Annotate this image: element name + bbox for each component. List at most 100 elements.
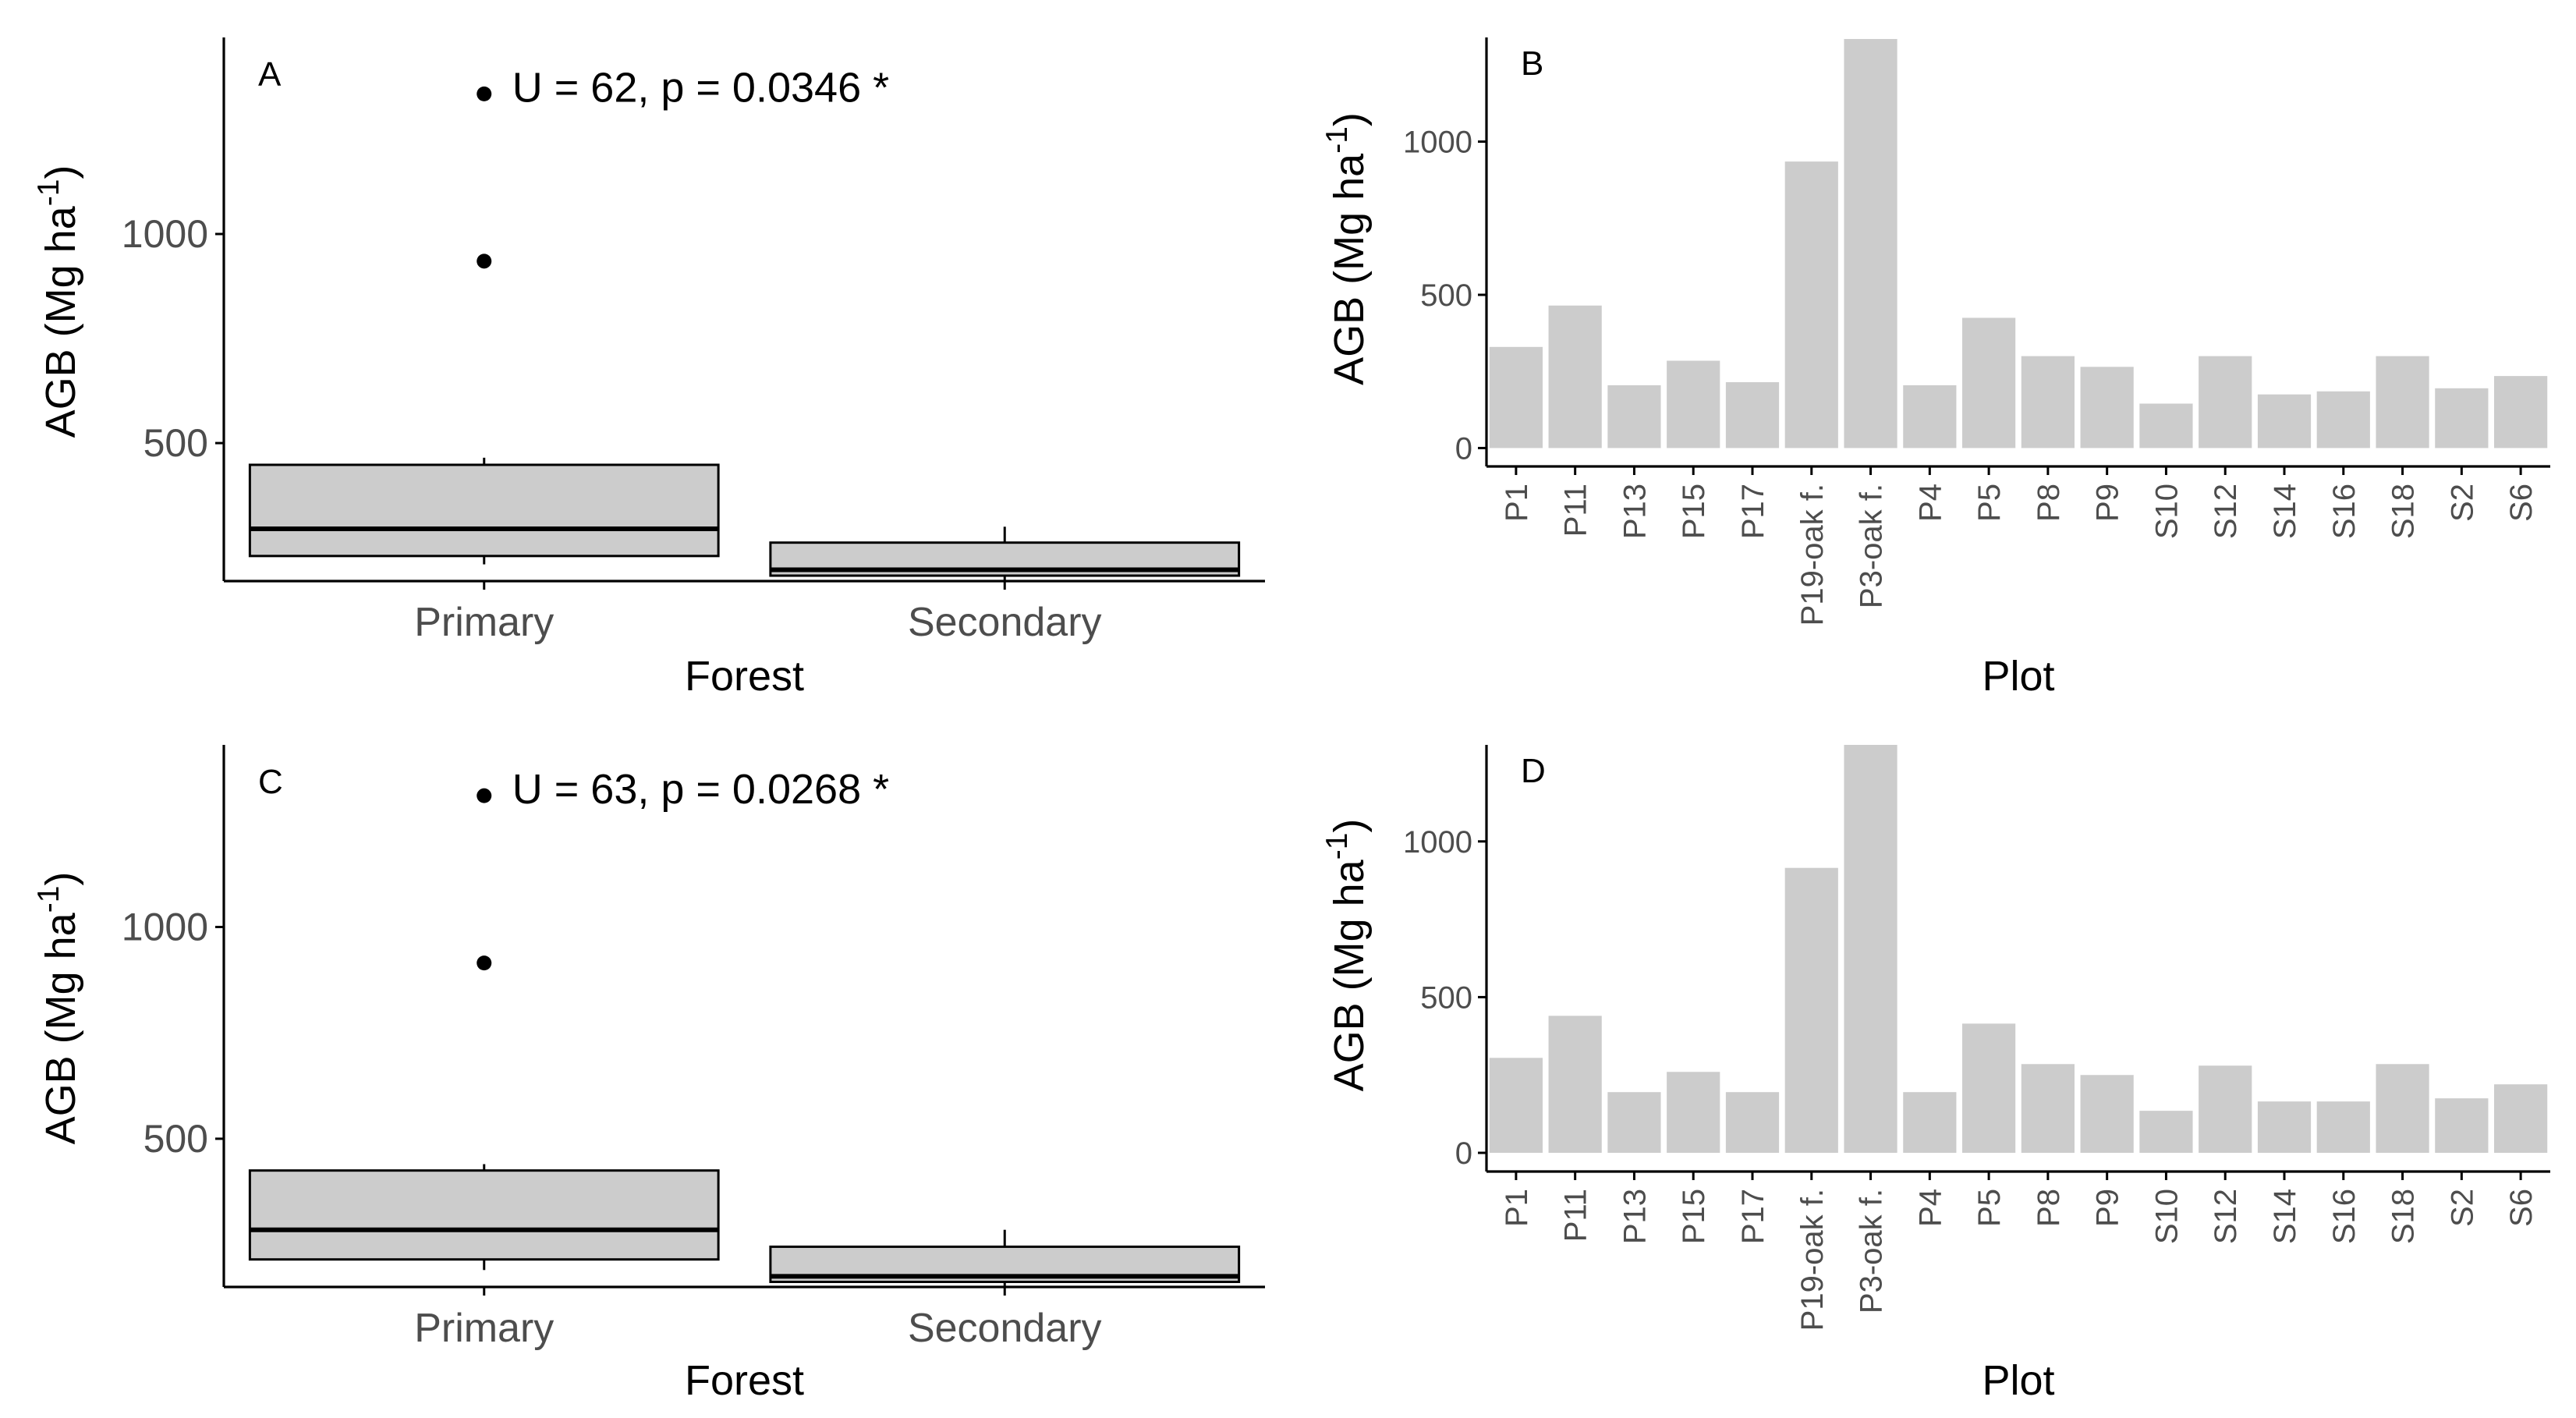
x-tick-label: P19-oak f. bbox=[1795, 1189, 1830, 1331]
bar-p19-oak-f bbox=[1784, 867, 1838, 1154]
x-tick-label: P3-oak f. bbox=[1855, 1189, 1889, 1313]
bar-s6 bbox=[2494, 1084, 2548, 1154]
x-tick-label: P11 bbox=[1559, 1189, 1593, 1242]
bar-p4 bbox=[1903, 385, 1957, 448]
bar-p9 bbox=[2080, 1075, 2134, 1154]
x-tick-label: S18 bbox=[2386, 484, 2421, 539]
bar-s10 bbox=[2139, 403, 2193, 448]
y-tick-label: 500 bbox=[1420, 980, 1472, 1015]
bar-p5 bbox=[1962, 317, 2016, 448]
x-axis-title: Forest bbox=[685, 653, 804, 700]
y-tick-label: 500 bbox=[1420, 278, 1472, 313]
x-axis-title: Forest bbox=[685, 1357, 804, 1404]
x-tick-label: P15 bbox=[1677, 484, 1711, 539]
x-axis-title: Plot bbox=[1982, 653, 2054, 700]
y-tick-label: 500 bbox=[144, 1117, 208, 1161]
bar-s10 bbox=[2139, 1111, 2193, 1154]
iqr-box bbox=[248, 463, 720, 558]
panel-c: 500 1000 Primary Secondary Forest AGB (Mg ha-… bbox=[32, 745, 1265, 1404]
box-primary bbox=[248, 788, 720, 1271]
bar-s12 bbox=[2199, 1065, 2252, 1154]
y-tick-label: 0 bbox=[1455, 431, 1472, 466]
x-tick-label: S12 bbox=[2209, 484, 2243, 539]
x-tick-label: P9 bbox=[2091, 484, 2125, 522]
bar-s18 bbox=[2376, 356, 2429, 448]
panel-tag: D bbox=[1521, 752, 1546, 790]
x-tick-label: P4 bbox=[1913, 1189, 1947, 1227]
bar-s16 bbox=[2316, 391, 2370, 448]
bar-p17 bbox=[1725, 381, 1780, 448]
bar-s12 bbox=[2199, 356, 2252, 448]
x-tick-label: S10 bbox=[2149, 1189, 2184, 1244]
x-tick-label: P19-oak f. bbox=[1795, 484, 1830, 626]
bar-p17 bbox=[1725, 1092, 1780, 1154]
x-tick-label: S14 bbox=[2268, 1189, 2302, 1244]
panel-tag: A bbox=[258, 55, 282, 94]
x-tick-label: S14 bbox=[2268, 484, 2302, 539]
x-tick-label: P5 bbox=[1972, 1189, 2007, 1227]
x-tick-label: S10 bbox=[2149, 484, 2184, 539]
bar-p19-oak-f bbox=[1784, 161, 1838, 448]
iqr-box bbox=[248, 1169, 720, 1261]
box-secondary bbox=[769, 526, 1241, 580]
bar-p5 bbox=[1962, 1023, 2016, 1154]
outlier-point bbox=[477, 955, 492, 971]
bar-p11 bbox=[1548, 305, 1602, 448]
x-tick-label: S6 bbox=[2504, 1189, 2539, 1227]
bar-p8 bbox=[2021, 356, 2075, 448]
x-tick-label: P1 bbox=[1500, 1189, 1534, 1227]
bar-p4 bbox=[1903, 1092, 1957, 1154]
x-tick-label: P13 bbox=[1618, 1189, 1652, 1244]
bar-s6 bbox=[2494, 376, 2548, 448]
box-secondary bbox=[769, 1229, 1241, 1287]
x-tick-label: P8 bbox=[2032, 484, 2066, 522]
bar-s18 bbox=[2376, 1064, 2429, 1154]
bar-s2 bbox=[2435, 1098, 2489, 1154]
panel-tag: B bbox=[1521, 44, 1543, 83]
x-tick-label: P17 bbox=[1736, 1189, 1770, 1244]
x-tick-label: S6 bbox=[2504, 484, 2539, 522]
y-tick-label: 500 bbox=[144, 421, 208, 465]
x-tick-label: P15 bbox=[1677, 1189, 1711, 1244]
bar-s14 bbox=[2257, 394, 2312, 448]
test-annotation: U = 63, p = 0.0268 * bbox=[512, 766, 889, 813]
y-axis-title: AGB (Mg ha-1) bbox=[1320, 819, 1373, 1092]
x-tick-label: P4 bbox=[1913, 484, 1947, 522]
bar-s14 bbox=[2257, 1101, 2312, 1154]
x-tick-label: P1 bbox=[1500, 484, 1534, 522]
panel-tag: C bbox=[258, 763, 283, 801]
x-tick-label: P5 bbox=[1972, 484, 2007, 522]
x-tick-label: P17 bbox=[1736, 484, 1770, 539]
x-tick-label: P11 bbox=[1559, 484, 1593, 537]
y-axis-title: AGB (Mg ha-1) bbox=[32, 872, 85, 1145]
x-tick-label: S2 bbox=[2445, 484, 2479, 522]
outlier-point bbox=[477, 253, 492, 269]
box-primary bbox=[248, 86, 720, 565]
panel-a: 500 1000 Primary Secondary Forest AGB (Mg ha-… bbox=[32, 37, 1265, 700]
bar-p1 bbox=[1489, 1058, 1543, 1154]
y-tick-label: 1000 bbox=[1403, 126, 1472, 160]
bar-p9 bbox=[2080, 367, 2134, 448]
x-tick-label: S12 bbox=[2209, 1189, 2243, 1244]
y-tick-label: 1000 bbox=[1403, 825, 1472, 860]
x-tick-label: S2 bbox=[2445, 1189, 2479, 1227]
test-annotation: U = 62, p = 0.0346 * bbox=[512, 64, 889, 111]
panel-d: 0 500 1000 P1 P11 P13 P15 P17 P19-oak f. P3-oak f… bbox=[1320, 745, 2550, 1404]
bar-p11 bbox=[1548, 1016, 1602, 1154]
y-tick-label: 1000 bbox=[122, 905, 208, 948]
y-tick-label: 0 bbox=[1455, 1136, 1472, 1171]
y-axis-title: AGB (Mg ha-1) bbox=[1320, 112, 1373, 385]
bar-p13 bbox=[1607, 1092, 1661, 1154]
outlier-point bbox=[477, 788, 492, 803]
x-tick-label: P9 bbox=[2091, 1189, 2125, 1227]
bar-p15 bbox=[1667, 360, 1720, 448]
panel-b: 0 500 1000 P1 P11 P13 P15 P17 P19-oak f. P3-oak f… bbox=[1320, 37, 2550, 700]
bar-s2 bbox=[2435, 388, 2489, 448]
bar-p1 bbox=[1489, 346, 1543, 448]
bar-p13 bbox=[1607, 385, 1661, 448]
x-axis-title: Plot bbox=[1982, 1357, 2054, 1404]
x-tick-label: Primary bbox=[414, 600, 554, 645]
x-tick-label: Secondary bbox=[908, 600, 1102, 645]
y-tick-label: 1000 bbox=[122, 212, 208, 256]
outlier-point bbox=[477, 86, 492, 101]
